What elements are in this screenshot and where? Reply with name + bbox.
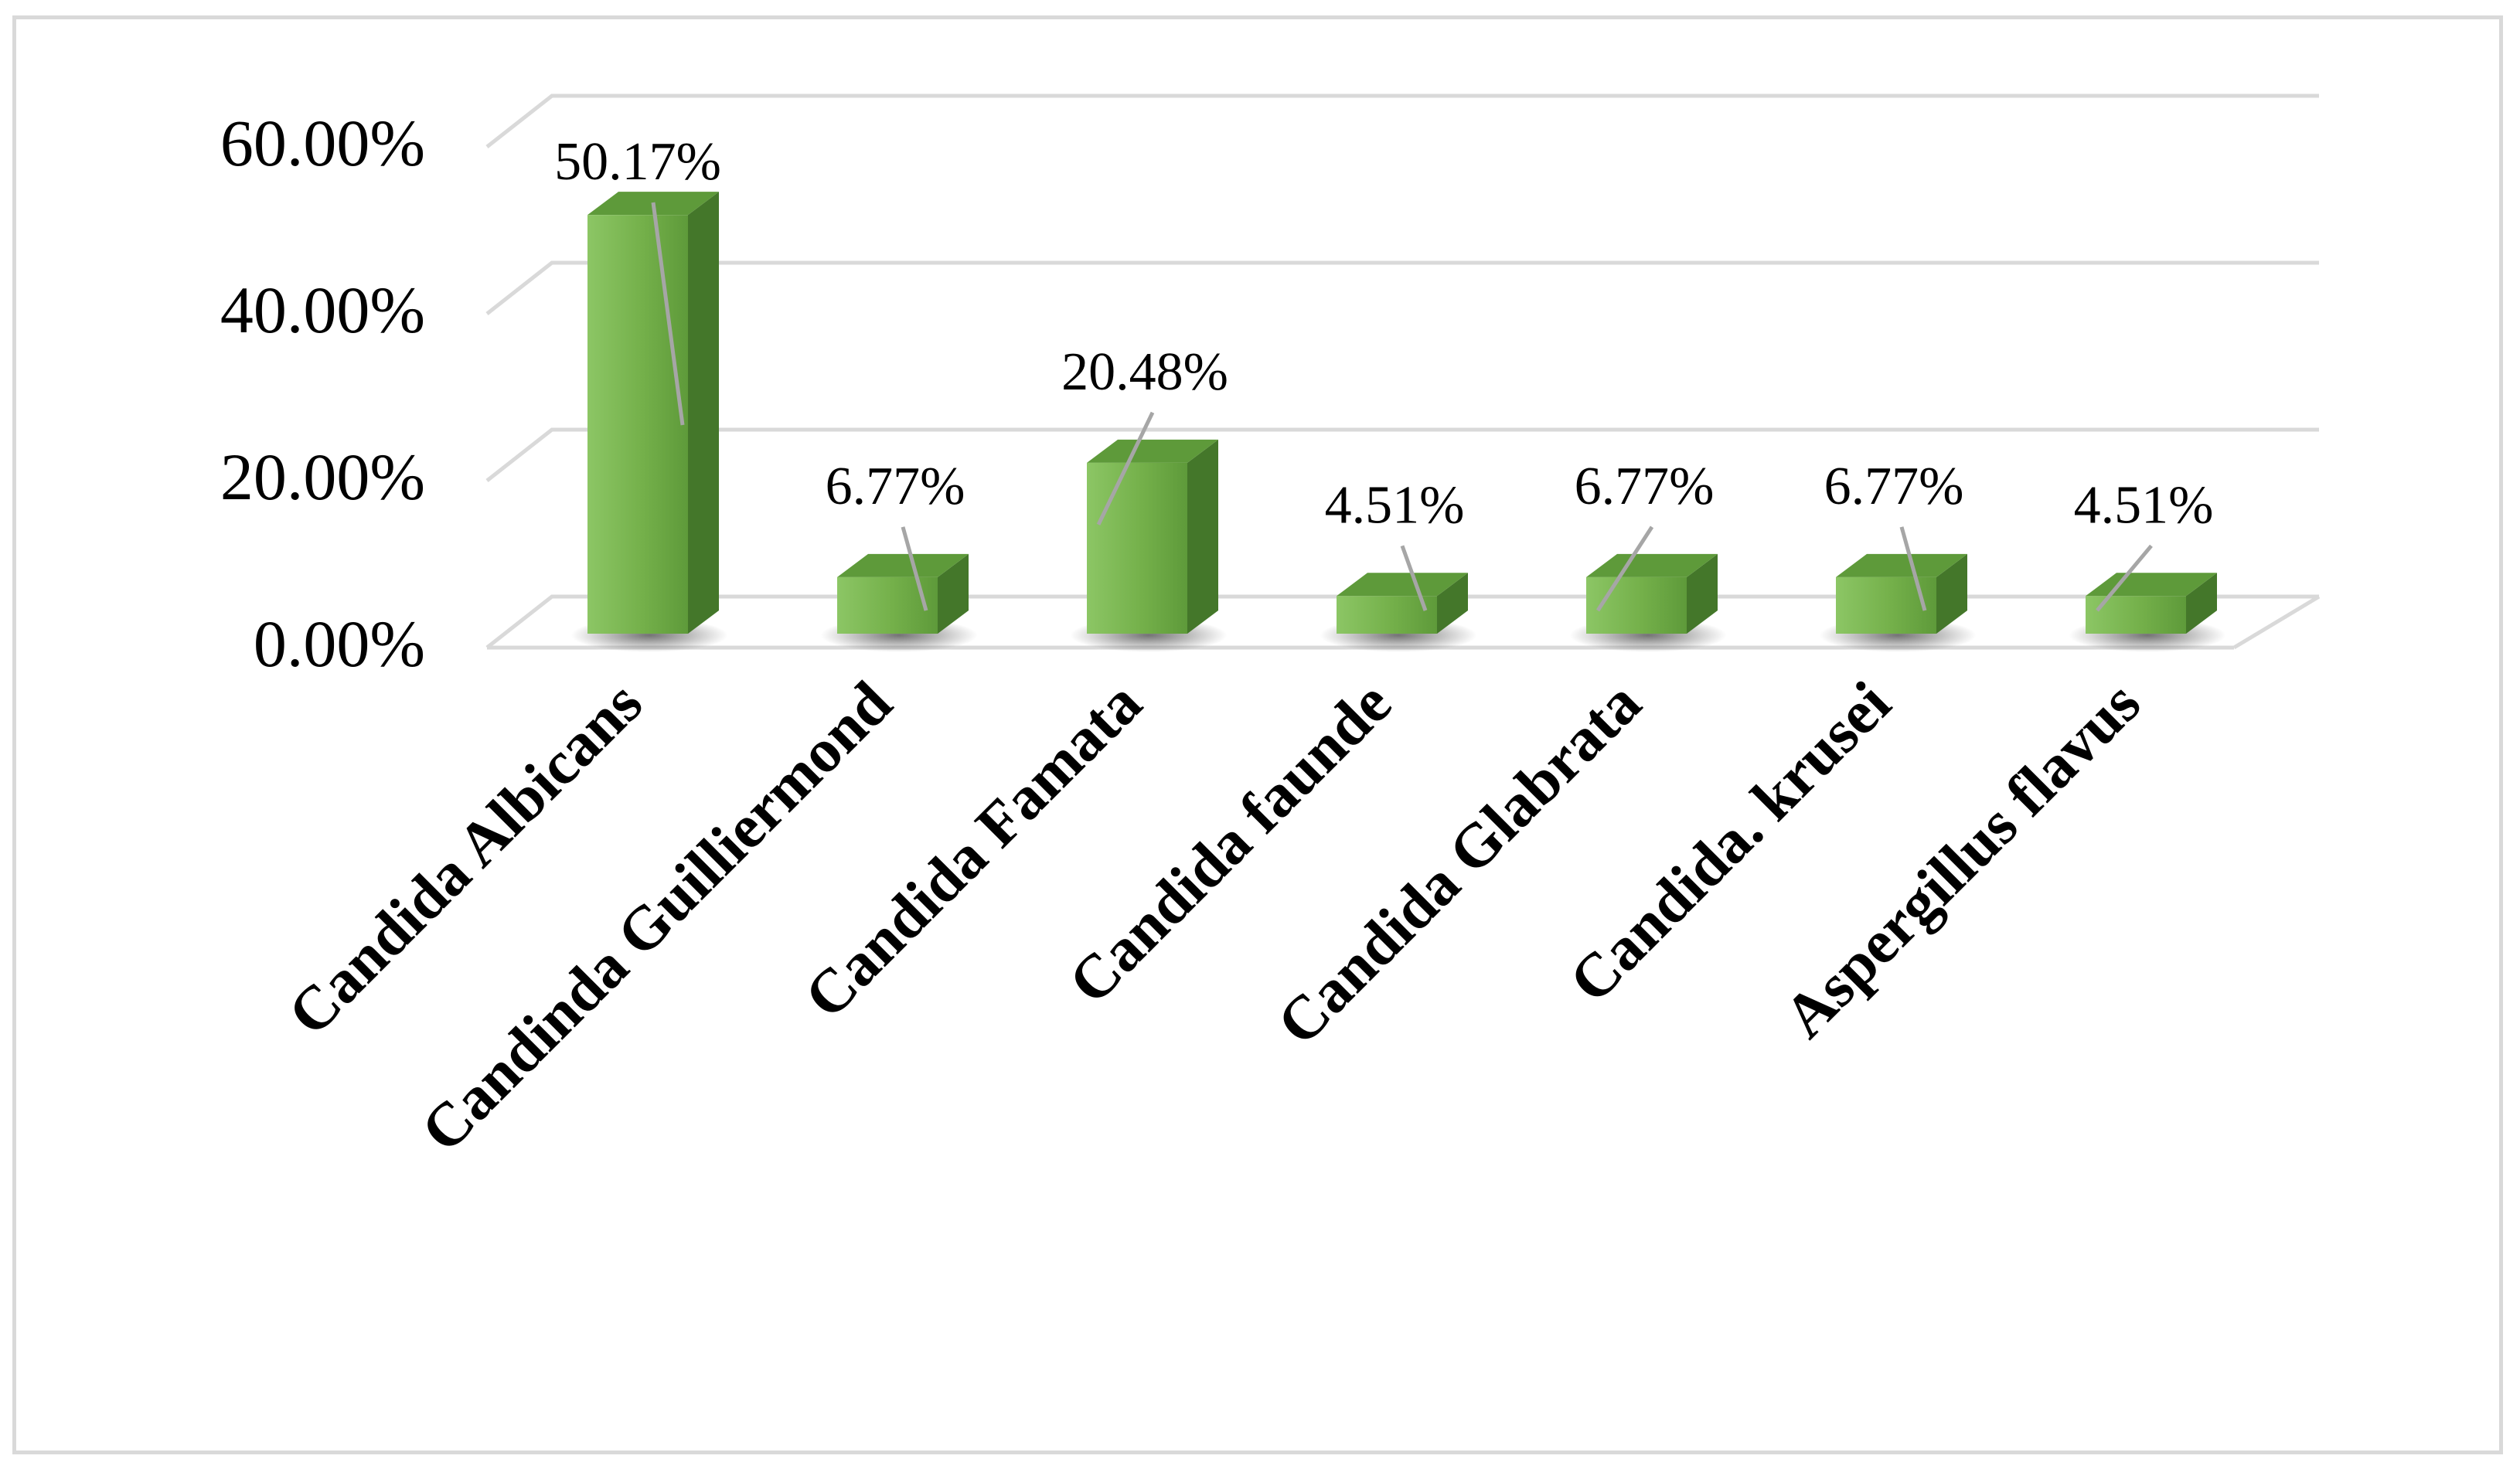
- bar: [1819, 553, 1977, 652]
- data-label: 4.51%: [1325, 475, 1465, 535]
- x-tick-label: Candinda Guilliermond: [409, 669, 905, 1165]
- bar-side-face: [1936, 553, 1967, 634]
- bar: [820, 553, 978, 652]
- bar-front-face: [1337, 596, 1437, 634]
- gridlines: [485, 94, 2321, 650]
- data-label: 20.48%: [1061, 342, 1228, 402]
- data-labels: 50.17% 6.77% 20.48% 4.51% 6.77% 6.77% 4.51%: [554, 132, 2214, 612]
- bar-top-face: [837, 553, 969, 577]
- bars: [570, 192, 2226, 652]
- leader-line: [1096, 411, 1155, 525]
- bar: [570, 192, 728, 652]
- bar: [2069, 573, 2226, 652]
- gridline: [485, 594, 2319, 649]
- data-label: 6.77%: [1824, 457, 1964, 516]
- chart-frame: [12, 15, 2503, 1454]
- bar-front-face: [587, 215, 688, 634]
- bar-side-face: [2186, 573, 2217, 634]
- gridline: [485, 94, 2319, 148]
- y-tick-label: 40.00%: [220, 273, 425, 347]
- bar-front-face: [1836, 576, 1936, 634]
- leader-line: [1595, 525, 1654, 612]
- bar: [1569, 553, 1727, 652]
- bar-side-face: [688, 192, 719, 634]
- floor-right-edge: [2232, 594, 2321, 650]
- leader-line: [2096, 544, 2153, 612]
- bar-front-face: [2086, 596, 2186, 634]
- bar-side-face: [938, 553, 969, 634]
- data-label: 6.77%: [826, 457, 965, 516]
- y-axis-ticks: 0.00% 20.00% 40.00% 60.00%: [220, 106, 425, 681]
- data-label: 6.77%: [1575, 457, 1715, 516]
- data-label: 50.17%: [554, 132, 721, 192]
- bar-top-face: [2086, 573, 2217, 597]
- y-tick-label: 60.00%: [220, 106, 425, 180]
- bar-side-face: [1687, 553, 1718, 634]
- leader-line: [1400, 545, 1428, 611]
- bar-front-face: [837, 576, 938, 634]
- leader-line: [651, 202, 685, 426]
- leader-line: [901, 526, 928, 611]
- y-tick-label: 0.00%: [254, 607, 425, 681]
- bar-side-face: [1187, 439, 1218, 634]
- bar-top-face: [1586, 553, 1718, 577]
- gridline: [485, 260, 2319, 315]
- bar-top-face: [1836, 553, 1967, 577]
- leader-line: [1899, 526, 1927, 611]
- y-tick-label: 20.00%: [220, 440, 425, 514]
- bar-top-face: [1087, 439, 1218, 463]
- bar-front-face: [1087, 462, 1187, 634]
- bar: [1070, 439, 1228, 652]
- data-label: 4.51%: [2074, 475, 2214, 535]
- gridline: [485, 427, 2319, 482]
- bar-top-face: [1337, 573, 1468, 597]
- bar-side-face: [1437, 573, 1468, 634]
- bar: [1320, 573, 1477, 652]
